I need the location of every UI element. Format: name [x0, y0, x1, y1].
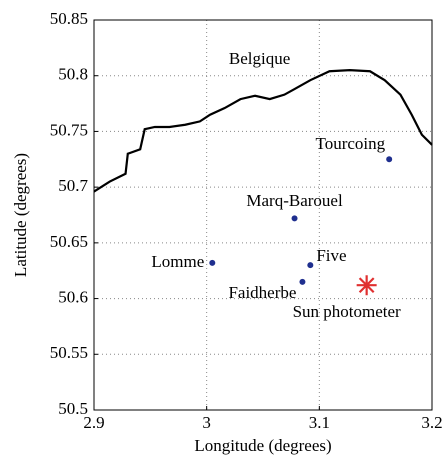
y-axis-label: Latitude (degrees) [11, 153, 30, 277]
x-tick-label: 3 [202, 413, 211, 432]
site-marker [209, 259, 216, 266]
plot-area [94, 20, 432, 410]
x-axis-label: Longitude (degrees) [194, 436, 331, 455]
site-marker [291, 215, 298, 222]
site-marker [356, 275, 377, 296]
x-tick-label: 3.1 [309, 413, 330, 432]
border-line [93, 69, 433, 193]
site-label: Tourcoing [316, 134, 386, 153]
y-tick-label: 50.6 [58, 287, 88, 306]
site-label: Marq-Barouel [246, 191, 343, 210]
site-label: Faidherbe [228, 283, 296, 302]
site-label: Five [316, 246, 346, 265]
site-marker [386, 156, 393, 163]
y-tick-label: 50.8 [58, 65, 88, 84]
plot-frame [93, 19, 433, 411]
annotation: Belgique [229, 49, 290, 68]
y-tick-label: 50.5 [58, 399, 88, 418]
x-tick-label: 2.9 [83, 413, 104, 432]
site-marker [299, 278, 306, 285]
y-tick-label: 50.75 [50, 120, 88, 139]
x-tick-label: 3.2 [421, 413, 442, 432]
y-tick-label: 50.7 [58, 176, 88, 195]
site-label: Sun photometer [293, 302, 401, 321]
y-tick-label: 50.65 [50, 232, 88, 251]
site-marker [307, 262, 314, 269]
site-label: Lomme [151, 252, 204, 271]
y-tick-label: 50.55 [50, 343, 88, 362]
y-tick-label: 50.85 [50, 9, 88, 28]
